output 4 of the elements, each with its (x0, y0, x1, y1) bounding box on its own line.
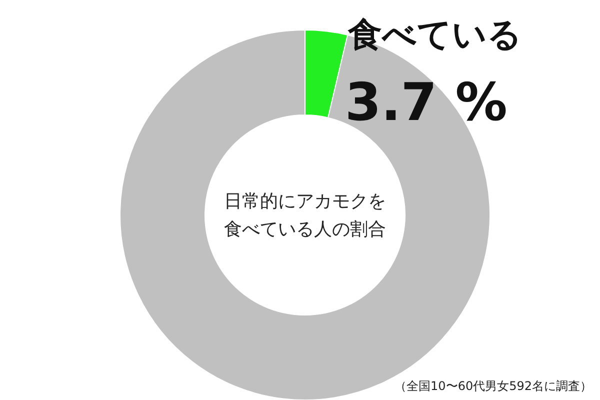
text: 日常的にアカモクを食べている人の割合 (224, 191, 386, 240)
data-label: 3.7 % (345, 73, 508, 133)
text: （全国10〜60代男女592名に調査） (394, 379, 592, 393)
slice-label: 食べている (347, 15, 522, 55)
